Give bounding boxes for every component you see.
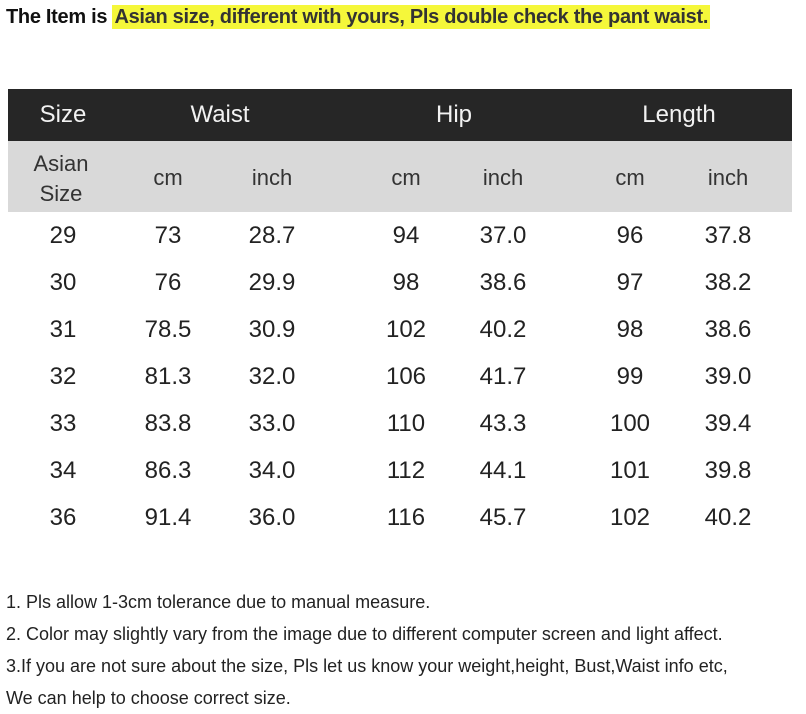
table-cell: 39.0 — [704, 363, 752, 390]
header-size: Size — [39, 101, 87, 128]
subheader-hip-cm: cm — [391, 165, 421, 190]
table-cell: 33.0 — [248, 410, 296, 437]
table-cell: 91.4 — [144, 504, 192, 531]
note-3: 3.If you are not sure about the size, Pl… — [6, 656, 728, 676]
header-hip: Hip — [435, 101, 473, 128]
table-row: 34 86.3 34.0 112 44.1 101 39.8 — [8, 447, 792, 494]
table-body: 29 73 28.7 94 37.0 96 37.8 30 76 29.9 98 38.6 97 38.2… — [8, 212, 792, 541]
table-cell: 98 — [616, 316, 644, 343]
table-row: 33 83.8 33.0 110 43.3 100 39.4 — [8, 400, 792, 447]
table-row: 30 76 29.9 98 38.6 97 38.2 — [8, 259, 792, 306]
note-1: 1. Pls allow 1-3cm tolerance due to manu… — [6, 592, 431, 612]
table-cell: 40.2 — [479, 316, 527, 343]
table-cell: 30 — [49, 269, 77, 296]
notice-highlight: Asian size, different with yours, Pls do… — [112, 5, 711, 29]
table-cell: 41.7 — [479, 363, 527, 390]
table-cell: 29.9 — [248, 269, 296, 296]
table-cell: 31 — [49, 316, 77, 343]
subheader-length-inch: inch — [707, 165, 749, 190]
subheader-waist-inch: inch — [251, 165, 293, 190]
table-cell: 81.3 — [144, 363, 192, 390]
header-length: Length — [642, 101, 716, 128]
table-cell: 32.0 — [248, 363, 296, 390]
table-cell: 83.8 — [144, 410, 192, 437]
table-cell: 28.7 — [248, 222, 296, 249]
table-cell: 36 — [49, 504, 77, 531]
table-cell: 39.4 — [704, 410, 752, 437]
table-cell: 34 — [49, 457, 77, 484]
table-cell: 37.8 — [704, 222, 752, 249]
table-cell: 101 — [609, 457, 651, 484]
table-row: 36 91.4 36.0 116 45.7 102 40.2 — [8, 494, 792, 541]
notice-title: The Item is Asian size, different with y… — [6, 5, 711, 29]
table-cell: 73 — [154, 222, 182, 249]
table-cell: 106 — [385, 363, 427, 390]
table-header: Size Waist Hip Length — [8, 89, 792, 141]
table-cell: 112 — [386, 457, 426, 484]
table-cell: 37.0 — [479, 222, 527, 249]
note-4: We can help to choose correct size. — [6, 688, 291, 708]
table-cell: 44.1 — [479, 457, 527, 484]
table-cell: 100 — [609, 410, 651, 437]
table-row: 32 81.3 32.0 106 41.7 99 39.0 — [8, 353, 792, 400]
table-cell: 99 — [616, 363, 644, 390]
table-cell: 102 — [385, 316, 427, 343]
table-cell: 30.9 — [248, 316, 296, 343]
table-cell: 94 — [392, 222, 420, 249]
table-cell: 43.3 — [479, 410, 527, 437]
table-cell: 32 — [49, 363, 77, 390]
note-2: 2. Color may slightly vary from the imag… — [6, 624, 723, 644]
table-cell: 29 — [49, 222, 77, 249]
table-cell: 86.3 — [144, 457, 192, 484]
notes: 1. Pls allow 1-3cm tolerance due to manu… — [6, 586, 728, 714]
table-cell: 40.2 — [704, 504, 752, 531]
subheader-asian-size: Asian Size — [33, 151, 89, 206]
table-cell: 102 — [609, 504, 651, 531]
table-cell: 98 — [392, 269, 420, 296]
table-cell: 97 — [616, 269, 644, 296]
table-cell: 38.2 — [704, 269, 752, 296]
subheader-hip-inch: inch — [482, 165, 524, 190]
notice-prefix: The Item is — [6, 6, 113, 28]
table-cell: 33 — [49, 410, 77, 437]
subheader-waist-cm: cm — [153, 165, 183, 190]
table-cell: 38.6 — [704, 316, 752, 343]
table-cell: 116 — [386, 504, 426, 531]
table-cell: 76 — [154, 269, 182, 296]
table-row: 29 73 28.7 94 37.0 96 37.8 — [8, 212, 792, 259]
table-row: 31 78.5 30.9 102 40.2 98 38.6 — [8, 306, 792, 353]
table-subheader: Asian Size cm inch cm inch cm inch — [8, 141, 792, 212]
table-cell: 45.7 — [479, 504, 527, 531]
table-cell: 36.0 — [248, 504, 296, 531]
table-cell: 78.5 — [144, 316, 192, 343]
header-waist: Waist — [190, 101, 250, 128]
table-cell: 39.8 — [704, 457, 752, 484]
size-chart-table: Size Waist Hip Length Asian Size cm inch… — [8, 89, 792, 541]
table-cell: 34.0 — [248, 457, 296, 484]
table-cell: 96 — [616, 222, 644, 249]
table-cell: 110 — [386, 410, 426, 437]
subheader-length-cm: cm — [615, 165, 645, 190]
table-cell: 38.6 — [479, 269, 527, 296]
